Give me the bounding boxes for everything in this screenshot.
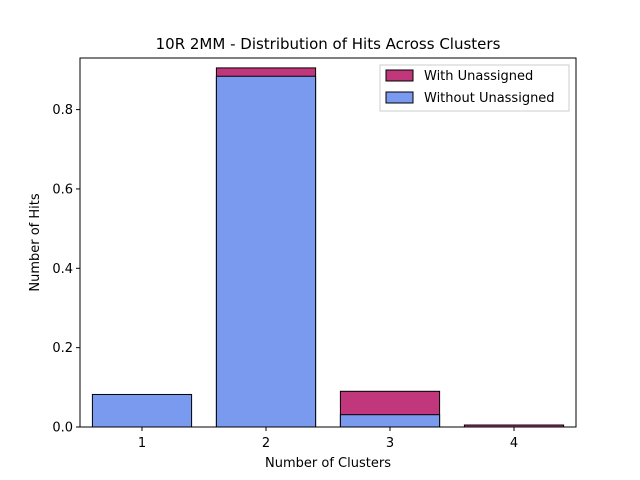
x-tick-label: 1 [138, 436, 146, 451]
y-axis-ticks: 0.0 0.2 0.4 0.6 0.8 [52, 103, 80, 436]
bar-without-unassigned-2 [215, 75, 317, 428]
bar-without-unassigned-3 [339, 414, 441, 428]
legend-label-without-unassigned: Without Unassigned [424, 91, 555, 106]
y-tick-label: 0.6 [52, 182, 73, 197]
legend: With Unassigned Without Unassigned [379, 64, 570, 112]
bars-group [91, 67, 565, 428]
legend-swatch-with-unassigned [385, 69, 414, 82]
y-tick-label: 0.4 [52, 262, 73, 277]
bar-without-unassigned-1 [91, 393, 193, 428]
y-tick-label: 0.0 [52, 421, 73, 436]
y-tick-label: 0.8 [52, 103, 73, 118]
y-tick-label: 0.2 [52, 341, 73, 356]
x-axis-label: Number of Clusters [265, 456, 391, 471]
plot-frame [79, 57, 577, 428]
x-tick-label: 4 [510, 436, 518, 451]
chart-title: 10R 2MM - Distribution of Hits Across Cl… [156, 35, 501, 53]
legend-swatch-without-unassigned [385, 91, 414, 104]
x-tick-label: 2 [262, 436, 270, 451]
x-tick-label: 3 [386, 436, 394, 451]
x-axis-ticks: 1 2 3 4 [138, 427, 518, 451]
legend-label-with-unassigned: With Unassigned [424, 69, 533, 84]
y-axis-label: Number of Hits [28, 193, 43, 292]
